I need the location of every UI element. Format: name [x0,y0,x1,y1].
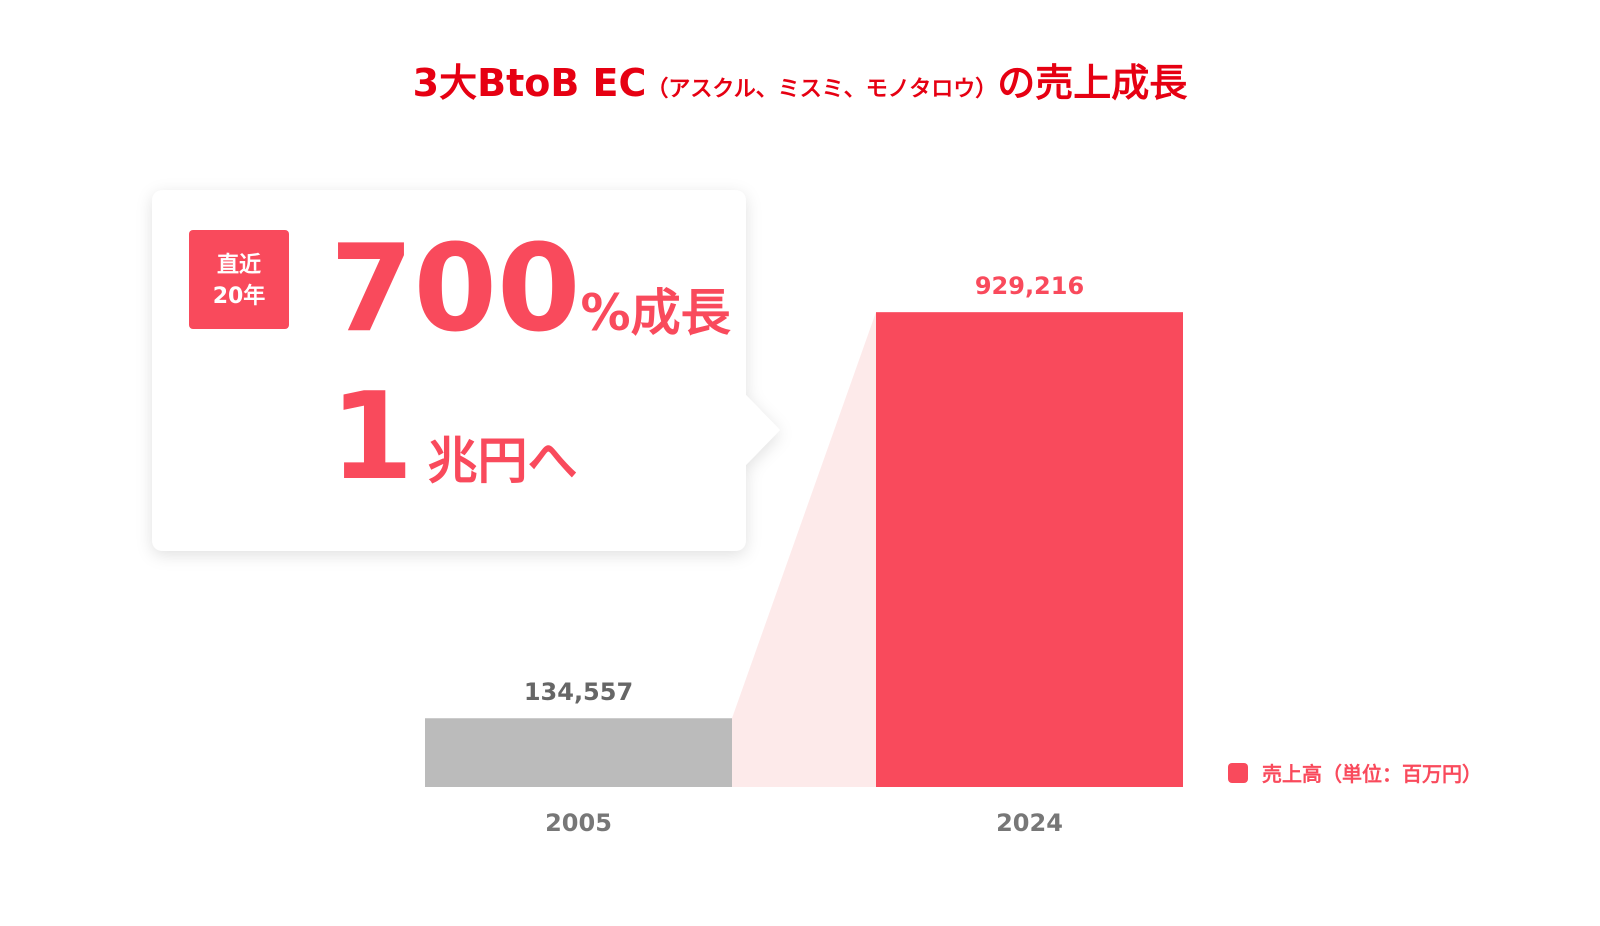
target-number: 1 [330,368,414,507]
growth: 700%成長 [330,220,732,359]
title-suffix: の売上成長 [997,61,1188,105]
x-tick-label: 2024 [996,809,1063,837]
callout [152,190,780,551]
target: 1 兆円へ [330,368,578,507]
badge-line: 直近 [217,252,261,278]
value-label: 134,557 [524,678,633,706]
value-label: 929,216 [975,272,1084,300]
legend-swatch [1228,763,1248,783]
x-tick-label: 2005 [545,809,612,837]
badge-line: 20年 [213,283,266,309]
title-note: （アスクル、ミスミ、モノタロウ） [646,77,997,102]
legend-label: 売上高（単位：百万円） [1262,762,1482,786]
growth-connector [732,312,876,787]
callout-box [152,190,780,551]
bar [425,718,732,787]
chart-title: 3大BtoB EC（アスクル、ミスミ、モノタロウ）の売上成長 [413,61,1189,105]
growth-text: %成長 [581,284,732,342]
badge [189,230,289,329]
growth-number: 700 [330,220,581,359]
plot-area: 134,557 2005 929,216 2024 売上高（単位：百万円） [425,272,1482,837]
title-main: 3大BtoB EC [413,61,647,105]
target-text: 兆円へ [428,432,578,490]
bar [876,312,1183,787]
